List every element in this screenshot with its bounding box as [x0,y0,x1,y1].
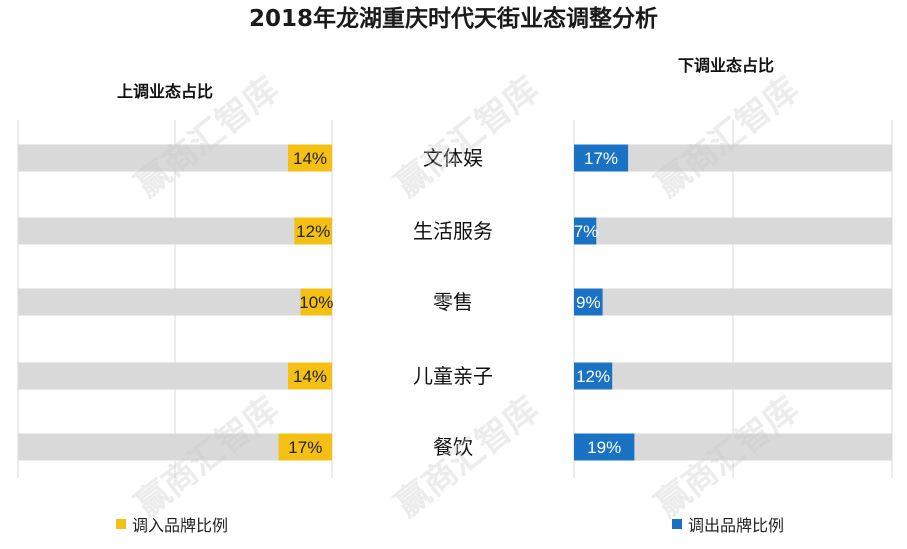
category-label: 文体娱 [423,146,483,170]
bar-inflow [288,362,332,390]
track-bar-right [574,362,892,390]
track-bar-right [574,217,892,245]
data-label-outflow: 19% [587,438,621,457]
data-label-inflow: 10% [299,293,333,312]
right-panel-title: 下调业态占比 [678,56,775,75]
data-label-inflow: 17% [288,438,322,457]
track-bar-right [574,288,892,316]
bar-outflow [574,433,635,461]
legend-swatch-inflow [116,519,126,529]
category-label: 生活服务 [413,219,493,243]
track-bar-left [18,217,332,245]
category-label: 餐饮 [433,435,473,459]
bar-inflow [288,144,332,172]
data-label-inflow: 14% [293,149,327,168]
data-label-outflow: 17% [584,149,618,168]
bar-inflow [294,217,332,245]
bar-inflow [300,288,332,316]
track-bar-left [18,144,332,172]
category-label: 儿童亲子 [413,364,493,388]
legend-swatch-outflow [672,519,682,529]
track-bar-left [18,288,332,316]
bar-outflow [574,362,613,390]
track-bar-left [18,362,332,390]
data-label-outflow: 9% [576,293,601,312]
bar-outflow [574,144,629,172]
legend-label-outflow: 调出品牌比例 [688,516,785,535]
legend-item-outflow: 调出品牌比例 [672,512,784,536]
data-label-outflow: 7% [574,222,599,241]
bar-inflow [278,433,332,461]
bar-outflow [574,217,597,245]
left-panel-title: 上调业态占比 [117,82,214,101]
bar-outflow [574,288,603,316]
legend-item-inflow: 调入品牌比例 [116,512,228,536]
data-label-outflow: 12% [576,367,610,386]
category-label: 零售 [433,290,473,314]
legend-label-inflow: 调入品牌比例 [132,516,229,535]
data-label-inflow: 14% [293,367,327,386]
chart-title: 2018年龙湖重庆时代天街业态调整分析 [248,6,658,32]
data-label-inflow: 12% [296,222,330,241]
